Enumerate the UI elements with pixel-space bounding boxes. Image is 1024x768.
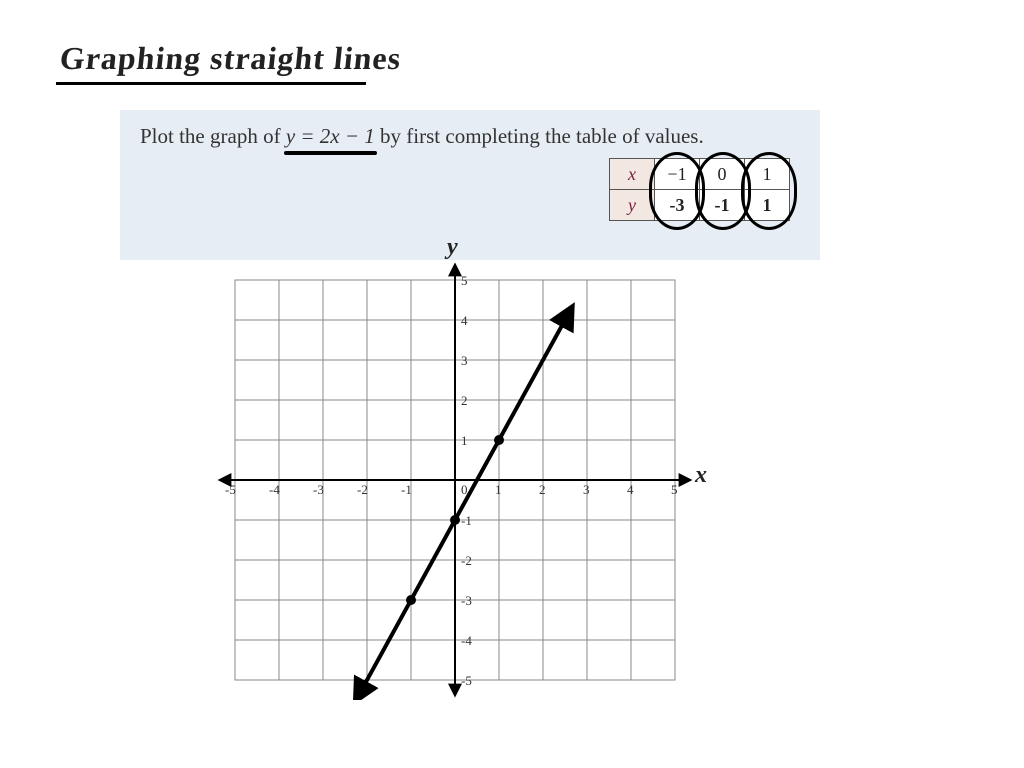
svg-text:2: 2: [461, 393, 468, 408]
row-header-x: x: [610, 159, 655, 190]
svg-text:-2: -2: [357, 482, 368, 497]
table-row: x −1 0 1: [610, 159, 790, 190]
page-title: Graphing straight lines: [58, 40, 403, 77]
svg-text:3: 3: [583, 482, 590, 497]
title-underline: [56, 82, 366, 85]
svg-text:-3: -3: [313, 482, 324, 497]
svg-text:3: 3: [461, 353, 468, 368]
page: Graphing straight lines Plot the graph o…: [0, 0, 1024, 768]
row-header-y: y: [610, 190, 655, 221]
svg-text:5: 5: [461, 273, 468, 288]
svg-text:2: 2: [539, 482, 546, 497]
y-cell-2: 1: [745, 190, 790, 221]
x-cell-1: 0: [700, 159, 745, 190]
graph-svg: -5 -4 -3 -2 -1 1 2 3 4 5 -5 -4 -3 -2 -1 1 2 3 4 5 0: [215, 260, 695, 700]
svg-text:-2: -2: [461, 553, 472, 568]
svg-text:0: 0: [461, 482, 468, 497]
y-cell-0: -3: [655, 190, 700, 221]
svg-text:4: 4: [627, 482, 634, 497]
svg-text:-1: -1: [461, 513, 472, 528]
x-cell-2: 1: [745, 159, 790, 190]
svg-text:-5: -5: [461, 673, 472, 688]
problem-suffix: by first completing the table of values.: [380, 124, 704, 148]
problem-equation: y = 2x − 1: [286, 124, 375, 149]
svg-text:-4: -4: [269, 482, 280, 497]
svg-text:-5: -5: [225, 482, 236, 497]
y-axis-label: y: [447, 234, 458, 261]
svg-text:-4: -4: [461, 633, 472, 648]
x-cell-0: −1: [655, 159, 700, 190]
svg-text:5: 5: [671, 482, 678, 497]
x-axis-label: x: [695, 462, 707, 489]
svg-text:-1: -1: [401, 482, 412, 497]
svg-text:4: 4: [461, 313, 468, 328]
svg-text:1: 1: [495, 482, 502, 497]
table-row: y -3 -1 1: [610, 190, 790, 221]
graph-wrap: -5-4-3-2-112345-5-4-3-2-1123450 y x: [215, 260, 695, 705]
svg-text:1: 1: [461, 433, 468, 448]
values-table-wrap: x −1 0 1 y -3 -1 1: [609, 158, 790, 221]
problem-box: Plot the graph of y = 2x − 1 by first co…: [120, 110, 820, 260]
problem-prefix: Plot the graph of: [140, 124, 286, 148]
svg-text:-3: -3: [461, 593, 472, 608]
problem-text: Plot the graph of y = 2x − 1 by first co…: [140, 124, 800, 149]
values-table: x −1 0 1 y -3 -1 1: [609, 158, 790, 221]
y-cell-1: -1: [700, 190, 745, 221]
